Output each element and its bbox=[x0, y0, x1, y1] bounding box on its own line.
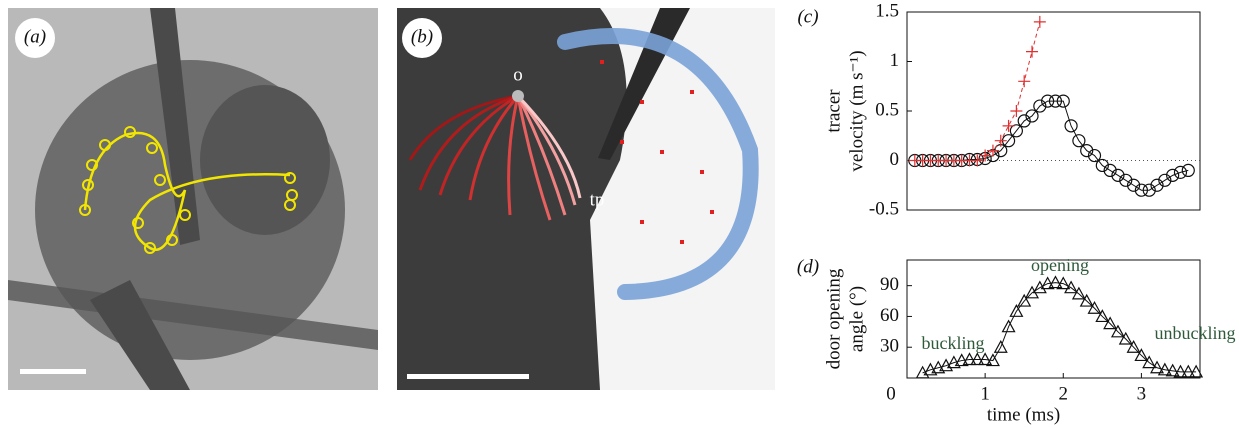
marker bbox=[1150, 360, 1165, 374]
marker bbox=[1087, 300, 1102, 314]
marker bbox=[1103, 316, 1118, 330]
marker bbox=[1165, 363, 1180, 377]
marker bbox=[1017, 293, 1032, 307]
photo-a: (a) bbox=[8, 8, 378, 390]
x-tick-label: 3 bbox=[1137, 383, 1147, 404]
y-tick-label: 30 bbox=[880, 336, 899, 357]
marker bbox=[923, 362, 938, 376]
marker bbox=[1110, 324, 1125, 338]
marker bbox=[1009, 124, 1023, 138]
photo-b: (b) o tp bbox=[397, 8, 775, 390]
marker bbox=[1134, 183, 1149, 197]
marker bbox=[985, 353, 1000, 367]
marker bbox=[1056, 94, 1070, 108]
y-tick-label: 90 bbox=[880, 274, 899, 295]
marker bbox=[970, 352, 985, 366]
x-tick-label: 0 bbox=[886, 383, 896, 404]
y-tick-label: 0 bbox=[890, 149, 900, 170]
marker bbox=[979, 149, 992, 162]
marker bbox=[1173, 165, 1188, 179]
marker bbox=[1040, 276, 1055, 290]
marker bbox=[931, 360, 946, 374]
y-axis-label: tracer bbox=[823, 89, 844, 133]
y-axis-label: velocity (m s⁻¹) bbox=[846, 50, 867, 171]
marker bbox=[1080, 144, 1094, 158]
series-line bbox=[914, 21, 1041, 161]
marker bbox=[1056, 276, 1071, 290]
marker bbox=[1158, 173, 1172, 187]
marker bbox=[1033, 99, 1047, 113]
marker bbox=[1087, 148, 1102, 163]
marker bbox=[1010, 105, 1023, 117]
marker bbox=[1064, 280, 1079, 294]
panel-label: (d) bbox=[797, 256, 819, 277]
marker bbox=[1119, 173, 1133, 187]
marker bbox=[1041, 94, 1055, 108]
plot-frame bbox=[906, 11, 1201, 211]
annotation: opening bbox=[1031, 255, 1089, 275]
marker bbox=[1095, 158, 1109, 173]
marker bbox=[1134, 348, 1149, 362]
y-tick-label: 0.5 bbox=[875, 99, 899, 120]
marker bbox=[1048, 275, 1063, 289]
marker bbox=[1048, 94, 1063, 108]
y-tick-label: 1.5 bbox=[875, 0, 899, 21]
marker bbox=[1157, 362, 1172, 376]
marker bbox=[962, 352, 977, 366]
y-tick-label: -0.5 bbox=[869, 198, 899, 219]
plot-frame bbox=[906, 259, 1201, 379]
marker bbox=[1033, 15, 1046, 28]
marker bbox=[1009, 304, 1024, 317]
point-label: o bbox=[513, 64, 523, 85]
y-axis-label: angle (°) bbox=[846, 286, 867, 352]
x-axis-label: time (ms) bbox=[987, 404, 1060, 425]
marker bbox=[1002, 119, 1015, 132]
marker bbox=[1095, 309, 1110, 323]
y-axis-label: door opening bbox=[823, 268, 844, 369]
marker bbox=[946, 355, 961, 369]
series-line bbox=[914, 100, 1189, 191]
marker bbox=[971, 154, 984, 167]
marker bbox=[1181, 163, 1195, 177]
panel-label: (c) bbox=[797, 6, 818, 27]
point-label: tp bbox=[590, 189, 605, 210]
marker bbox=[954, 353, 969, 367]
panel-label: (a) bbox=[24, 26, 46, 47]
y-tick-label: 1 bbox=[890, 50, 900, 71]
marker bbox=[1017, 114, 1031, 128]
marker bbox=[1072, 134, 1086, 148]
marker bbox=[1126, 178, 1141, 192]
marker bbox=[1181, 364, 1196, 378]
marker bbox=[986, 144, 999, 157]
marker bbox=[978, 352, 993, 366]
y-tick-label: 60 bbox=[880, 305, 899, 326]
x-tick-label: 1 bbox=[980, 383, 990, 404]
annotation: unbuckling bbox=[1155, 323, 1236, 343]
marker bbox=[1150, 178, 1164, 192]
x-tick-label: 2 bbox=[1059, 383, 1069, 404]
marker bbox=[1166, 168, 1180, 182]
panel-label: (b) bbox=[411, 26, 433, 47]
marker bbox=[1126, 339, 1141, 353]
marker bbox=[1189, 364, 1204, 378]
marker bbox=[1142, 355, 1157, 369]
marker bbox=[1118, 331, 1133, 345]
marker bbox=[1071, 286, 1086, 300]
marker bbox=[1026, 45, 1039, 58]
marker bbox=[1064, 119, 1078, 133]
marker bbox=[1001, 319, 1016, 333]
marker bbox=[1142, 183, 1156, 197]
marker bbox=[994, 134, 1007, 147]
marker bbox=[1173, 364, 1188, 378]
marker bbox=[993, 339, 1008, 353]
marker bbox=[1103, 163, 1117, 177]
marker bbox=[1025, 109, 1039, 123]
marker bbox=[1079, 293, 1094, 307]
marker bbox=[1111, 168, 1125, 182]
annotation: buckling bbox=[922, 333, 985, 353]
marker bbox=[1018, 75, 1031, 88]
